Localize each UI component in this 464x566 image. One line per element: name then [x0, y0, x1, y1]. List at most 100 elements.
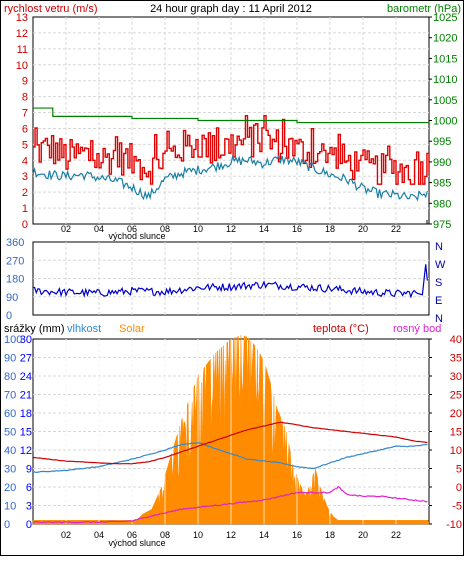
hour-tick-label: 02 — [61, 530, 71, 540]
rain-tick-label: 18 — [20, 408, 32, 420]
humidity-tick-label: 70 — [4, 390, 16, 402]
rain-tick-label: 3 — [26, 501, 32, 513]
chart-title: 24 hour graph day : 11 April 2012 — [150, 3, 312, 15]
hour-tick-label: 10 — [193, 530, 203, 540]
wind-pressure-series — [32, 107, 430, 202]
humidity-tick-label: 40 — [4, 445, 16, 457]
temperature-line — [32, 421, 428, 465]
wind-pressure-axes: 0123456789101112139759809859909951000100… — [16, 12, 458, 234]
rain-tick-label: 15 — [20, 427, 32, 439]
direction-tick-label: 180 — [6, 274, 24, 286]
rain-tick-label: 27 — [20, 353, 32, 365]
hour-tick-label: 10 — [193, 224, 203, 234]
temperature-tick-label: 40 — [450, 334, 462, 346]
pressure-tick-label: 975 — [433, 219, 451, 231]
temperature-tick-label: 0 — [456, 482, 462, 494]
pressure-tick-label: 1020 — [433, 33, 457, 45]
wind-speed-tick-label: 9 — [22, 76, 28, 88]
sunrise-label: východ slunce — [108, 231, 165, 241]
wind-speed-tick-label: 3 — [22, 171, 28, 183]
wind-speed-tick-label: 8 — [22, 92, 28, 104]
weather-graph-svg: 0123456789101112139759809859909951000100… — [4, 3, 462, 548]
weather-axes: 0 0 -10 3 10 -5 6 20 0 9 30 5 12 40 10 15 50 15 18 60 20 21 70… — [4, 334, 462, 540]
humidity-tick-label: 20 — [4, 482, 16, 494]
pressure-tick-label: 980 — [433, 198, 451, 210]
wind-speed-tick-label: 0 — [22, 219, 28, 231]
hour-tick-label: 04 — [94, 224, 104, 234]
wind-gust-line — [33, 115, 430, 185]
weather-panel: 0 0 -10 3 10 -5 6 20 0 9 30 5 12 40 10 15 50 15 18 60 20 21 70… — [4, 323, 462, 548]
rain-axis-label: srážky (mm) — [4, 323, 65, 335]
hour-tick-label: 18 — [325, 530, 335, 540]
compass-label: S — [435, 277, 442, 289]
rain-tick-label: 9 — [26, 464, 32, 476]
wind-speed-tick-label: 12 — [16, 28, 28, 40]
humidity-tick-label: 100 — [4, 334, 22, 346]
dew-point-legend-label: rosný bod — [393, 323, 441, 335]
humidity-tick-label: 80 — [4, 371, 16, 383]
direction-tick-label: 90 — [6, 292, 18, 304]
compass-label: E — [435, 295, 442, 307]
hour-tick-label: 14 — [259, 530, 269, 540]
wind-direction-series — [33, 264, 428, 299]
pressure-tick-label: 995 — [433, 136, 451, 148]
wind-speed-tick-label: 5 — [22, 139, 28, 151]
hour-tick-label: 06 — [127, 530, 137, 540]
weather-series — [32, 335, 430, 525]
rain-tick-label: 0 — [26, 519, 32, 531]
hour-tick-label: 08 — [160, 224, 170, 234]
temperature-tick-label: 5 — [456, 464, 462, 476]
temperature-tick-label: 30 — [450, 371, 462, 383]
wind-speed-tick-label: 2 — [22, 187, 28, 199]
humidity-tick-label: 30 — [4, 464, 16, 476]
hour-tick-label: 02 — [61, 224, 71, 234]
temperature-tick-label: 15 — [450, 427, 462, 439]
direction-tick-label: 360 — [6, 237, 24, 249]
temperature-tick-label: 25 — [450, 390, 462, 402]
temperature-tick-label: -5 — [452, 501, 462, 513]
temperature-axis-label: teplota (°C) — [313, 323, 369, 335]
wind-speed-tick-label: 1 — [22, 203, 28, 215]
hour-tick-label: 20 — [358, 224, 368, 234]
pressure-axis-label: barometr (hPa) — [387, 3, 461, 15]
rain-tick-label: 30 — [20, 334, 32, 346]
temperature-tick-label: -10 — [446, 519, 462, 531]
humidity-tick-label: 90 — [4, 353, 16, 365]
hour-tick-label: 06 — [127, 224, 137, 234]
humidity-line — [33, 442, 428, 474]
wind-pressure-panel: 0123456789101112139759809859909951000100… — [4, 3, 461, 241]
temperature-tick-label: 20 — [450, 408, 462, 420]
wind-pressure-grid — [33, 17, 429, 224]
hour-tick-label: 22 — [391, 530, 401, 540]
pressure-line — [33, 107, 429, 124]
hour-tick-label: 16 — [292, 530, 302, 540]
temperature-tick-label: 10 — [450, 445, 462, 457]
hour-tick-label: 22 — [391, 224, 401, 234]
compass-label: W — [435, 259, 446, 271]
sunrise-label: východ slunce — [108, 538, 165, 548]
hour-tick-label: 12 — [226, 224, 236, 234]
rain-tick-label: 24 — [20, 371, 32, 383]
pressure-tick-label: 990 — [433, 157, 451, 169]
wind-direction-grid — [33, 242, 429, 315]
direction-tick-label: 0 — [6, 310, 12, 322]
humidity-tick-label: 0 — [4, 519, 10, 531]
rain-tick-label: 12 — [20, 445, 32, 457]
temperature-tick-label: 35 — [450, 353, 462, 365]
pressure-tick-label: 1015 — [433, 53, 457, 65]
pressure-tick-label: 985 — [433, 178, 451, 190]
hour-tick-label: 20 — [358, 530, 368, 540]
hour-tick-label: 14 — [259, 224, 269, 234]
rain-tick-label: 21 — [20, 390, 32, 402]
pressure-tick-label: 1000 — [433, 116, 457, 128]
wind-speed-tick-label: 10 — [16, 60, 28, 72]
compass-label: N — [435, 313, 443, 325]
dew-point-line — [32, 485, 428, 524]
hour-tick-label: 16 — [292, 224, 302, 234]
wind-speed-tick-label: 7 — [22, 108, 28, 120]
wind-direction-line — [33, 264, 428, 299]
hour-tick-label: 18 — [325, 224, 335, 234]
direction-tick-label: 270 — [6, 255, 24, 267]
